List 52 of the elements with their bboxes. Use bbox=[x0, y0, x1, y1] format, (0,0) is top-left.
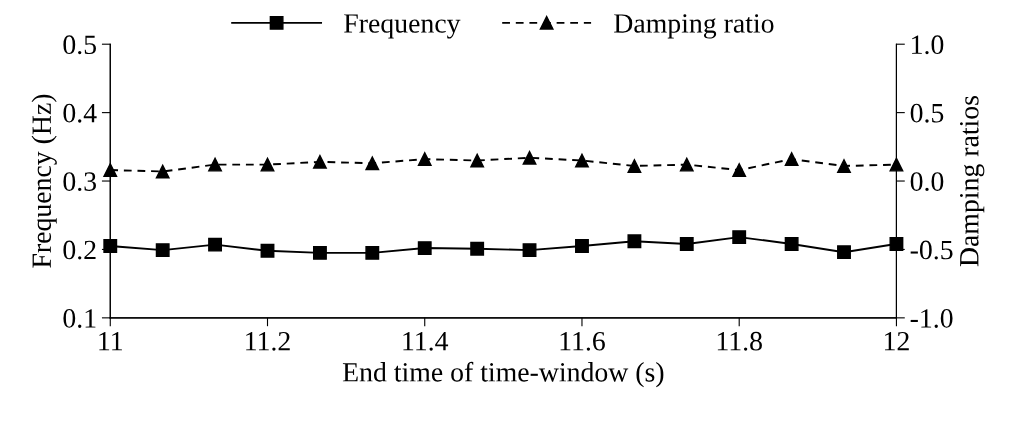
point bbox=[103, 239, 118, 253]
y2-axis-title: Damping ratios bbox=[959, 96, 985, 267]
point bbox=[470, 153, 485, 168]
point bbox=[732, 163, 747, 178]
legend-label: Frequency bbox=[344, 14, 461, 39]
point bbox=[679, 157, 694, 172]
point bbox=[837, 159, 851, 173]
point bbox=[208, 237, 223, 252]
legend-label: Damping ratio bbox=[614, 14, 774, 39]
y-tick-label: 0.3 bbox=[63, 172, 96, 192]
point bbox=[784, 152, 799, 167]
x-tick-label: 11.2 bbox=[246, 331, 290, 351]
point bbox=[260, 157, 275, 172]
point bbox=[155, 164, 170, 179]
point bbox=[365, 156, 380, 171]
y-tick-label: 0.5 bbox=[63, 35, 96, 55]
point bbox=[575, 239, 589, 253]
point bbox=[837, 245, 851, 260]
y-axis-title: Frequency (Hz) bbox=[31, 94, 57, 268]
point bbox=[784, 237, 799, 251]
point bbox=[627, 234, 642, 249]
point bbox=[522, 243, 537, 258]
point bbox=[417, 241, 432, 256]
point bbox=[365, 245, 380, 260]
y-tick-label: 0.1 bbox=[63, 309, 96, 328]
point bbox=[679, 237, 694, 251]
point bbox=[575, 153, 589, 168]
point bbox=[470, 241, 485, 256]
x-tick-label: 11.4 bbox=[403, 331, 449, 351]
point bbox=[155, 243, 170, 258]
y2-tick-label: -0.5 bbox=[910, 240, 953, 260]
point bbox=[889, 237, 904, 251]
point bbox=[522, 150, 537, 165]
point bbox=[417, 152, 432, 167]
point bbox=[260, 243, 275, 258]
x-tick-label: 11.6 bbox=[560, 331, 605, 351]
y2-tick-label: 0.0 bbox=[910, 172, 944, 192]
point bbox=[208, 157, 223, 172]
point bbox=[889, 157, 904, 172]
point bbox=[312, 154, 327, 169]
y-tick-label: 0.2 bbox=[63, 240, 96, 260]
y2-tick-label: -1.0 bbox=[910, 309, 953, 328]
y2-tick-label: 0.5 bbox=[910, 103, 944, 123]
x-tick-label: 11 bbox=[99, 331, 122, 351]
y2-tick-label: 1.0 bbox=[912, 35, 944, 55]
x-tick-label: 11.8 bbox=[717, 331, 762, 351]
point bbox=[312, 245, 327, 260]
point bbox=[732, 230, 747, 245]
x-tick-label: 12 bbox=[884, 331, 909, 351]
x-axis-title: End time of time-window (s) bbox=[342, 361, 664, 388]
y-tick-label: 0.4 bbox=[63, 103, 97, 123]
point bbox=[627, 159, 642, 173]
